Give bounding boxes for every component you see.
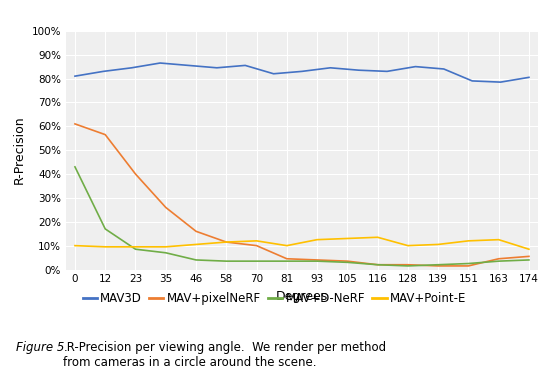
MAV3D (72, 74, 79, 79)
MAV3D (497, 80, 504, 84)
MAV+D-NeRF (465, 261, 472, 266)
MAV+D-NeRF (374, 263, 381, 267)
MAV+Point-E (374, 235, 381, 239)
MAV3D (327, 65, 334, 70)
MAV+pixelNeRF (102, 132, 109, 137)
MAV+D-NeRF (193, 258, 199, 262)
MAV+Point-E (283, 243, 290, 248)
MAV+Point-E (193, 242, 199, 247)
MAV3D (185, 63, 192, 68)
X-axis label: Degrees: Degrees (276, 290, 328, 303)
MAV+pixelNeRF (163, 205, 169, 210)
MAV+Point-E (102, 244, 109, 249)
Legend: MAV3D, MAV+pixelNeRF, MAV+D-NeRF, MAV+Point-E: MAV3D, MAV+pixelNeRF, MAV+D-NeRF, MAV+Po… (78, 287, 471, 310)
MAV3D (355, 68, 362, 72)
MAV+Point-E (132, 244, 139, 249)
MAV+pixelNeRF (314, 258, 321, 262)
MAV3D (440, 67, 447, 71)
MAV3D (299, 69, 305, 74)
Y-axis label: R-Precision: R-Precision (13, 116, 26, 184)
MAV+Point-E (495, 237, 502, 242)
MAV3D (214, 65, 220, 70)
MAV+D-NeRF (344, 260, 351, 264)
MAV+pixelNeRF (495, 256, 502, 261)
MAV3D (469, 79, 475, 83)
MAV+pixelNeRF (435, 264, 441, 268)
MAV3D (100, 69, 107, 74)
MAV+D-NeRF (435, 263, 441, 267)
Line: MAV+D-NeRF: MAV+D-NeRF (75, 167, 529, 266)
MAV+D-NeRF (132, 247, 139, 251)
MAV+Point-E (435, 242, 441, 247)
MAV+D-NeRF (253, 259, 260, 263)
MAV+pixelNeRF (465, 264, 472, 268)
MAV3D (242, 63, 249, 68)
MAV+D-NeRF (495, 259, 502, 263)
MAV+Point-E (344, 236, 351, 241)
MAV3D (270, 72, 277, 76)
Line: MAV+Point-E: MAV+Point-E (75, 237, 529, 249)
Line: MAV3D: MAV3D (75, 63, 529, 82)
MAV+Point-E (72, 243, 79, 248)
MAV+D-NeRF (163, 251, 169, 255)
MAV+Point-E (465, 239, 472, 243)
Line: MAV+pixelNeRF: MAV+pixelNeRF (75, 124, 529, 266)
MAV+pixelNeRF (223, 240, 229, 244)
MAV+D-NeRF (283, 259, 290, 263)
MAV3D (525, 75, 532, 80)
MAV+D-NeRF (72, 164, 79, 169)
MAV+pixelNeRF (405, 263, 411, 267)
MAV+D-NeRF (405, 264, 411, 268)
MAV+pixelNeRF (72, 122, 79, 126)
MAV3D (412, 64, 419, 69)
MAV+pixelNeRF (374, 263, 381, 267)
MAV+Point-E (314, 237, 321, 242)
MAV+pixelNeRF (525, 254, 532, 259)
MAV+Point-E (163, 244, 169, 249)
MAV+pixelNeRF (283, 256, 290, 261)
Text: R-Precision per viewing angle.  We render per method
from cameras in a circle ar: R-Precision per viewing angle. We render… (63, 341, 386, 369)
MAV+Point-E (525, 247, 532, 251)
MAV+pixelNeRF (132, 172, 139, 176)
MAV+Point-E (405, 243, 411, 248)
MAV+pixelNeRF (344, 259, 351, 263)
MAV+Point-E (223, 240, 229, 244)
MAV+pixelNeRF (253, 243, 260, 248)
MAV+pixelNeRF (193, 229, 199, 234)
MAV+D-NeRF (525, 258, 532, 262)
MAV3D (128, 65, 135, 70)
MAV+Point-E (253, 239, 260, 243)
MAV+D-NeRF (102, 227, 109, 231)
MAV+D-NeRF (223, 259, 229, 263)
MAV+D-NeRF (314, 259, 321, 263)
MAV3D (157, 61, 164, 65)
Text: Figure 5.: Figure 5. (16, 341, 69, 354)
MAV3D (384, 69, 390, 74)
